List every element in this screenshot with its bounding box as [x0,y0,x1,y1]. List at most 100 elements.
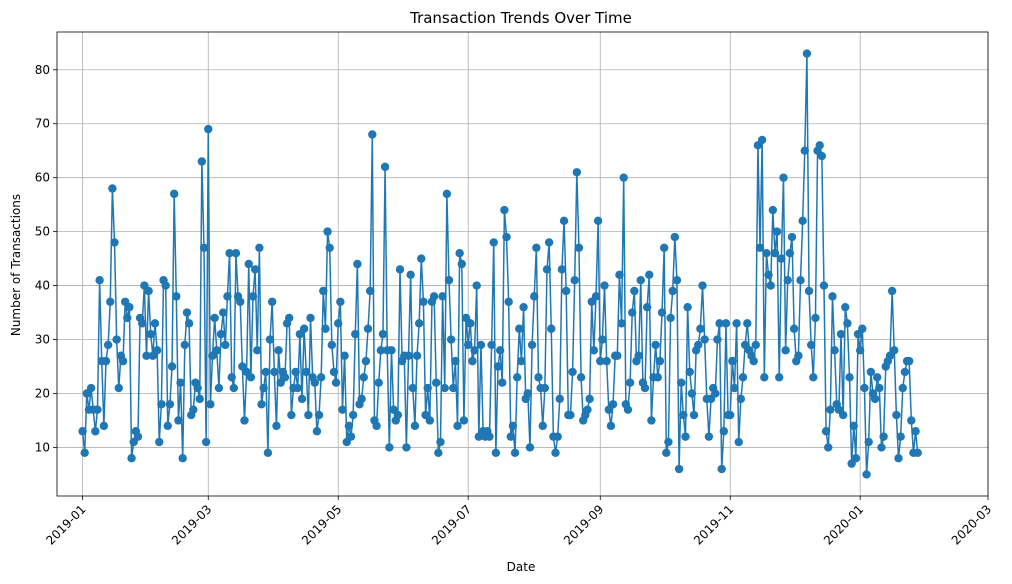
data-point [344,421,354,431]
data-point [146,329,155,339]
data-point [336,297,345,306]
data-point [114,383,123,393]
data-point [498,378,507,387]
data-point [210,313,219,323]
data-point [438,292,447,301]
data-point [826,405,835,414]
data-point [376,346,386,355]
data-point [781,346,790,355]
data-point [466,319,475,328]
data-point [432,378,441,387]
data-point [768,205,778,215]
data-point [78,427,87,436]
data-point [870,394,880,404]
data-point [197,157,207,166]
data-point [316,373,326,382]
x-tick-label: 2019-09 [561,502,606,547]
data-point [738,373,748,382]
data-point [440,383,449,393]
data-point [229,383,239,393]
data-point [406,270,415,279]
data-point [547,324,556,333]
data-point [651,340,660,350]
data-point [199,243,209,253]
y-tick-label: 40 [35,279,50,293]
data-point [212,346,221,355]
data-point [374,378,383,387]
data-point [429,292,439,301]
y-tick-label: 70 [35,117,50,131]
data-point [387,346,396,355]
data-point [672,275,682,285]
data-point [240,416,249,425]
data-point [798,216,807,226]
data-point [470,346,479,355]
data-point [755,243,765,253]
x-tick-label: 2020-01 [821,502,866,547]
x-tick-label: 2019-07 [429,502,474,547]
data-point [841,302,850,312]
data-point [824,443,833,452]
data-point [285,313,294,323]
data-point [144,286,153,296]
data-point [907,416,916,425]
data-point [821,427,831,436]
data-point [182,308,192,317]
x-tick-label: 2019-01 [43,502,88,547]
data-point [508,421,518,431]
data-point [711,389,720,398]
data-point [772,227,782,236]
data-point [843,319,852,328]
data-point [585,394,594,404]
data-point [189,405,198,414]
data-point [890,346,899,355]
data-point [583,405,592,414]
data-point [809,373,818,382]
data-point [559,216,569,226]
data-point [534,373,543,382]
data-point [155,437,164,447]
data-point [787,232,797,242]
data-point [338,405,347,414]
data-point [472,281,481,290]
data-point [287,410,296,420]
data-point [108,184,117,193]
data-point [757,135,767,145]
data-point [862,470,871,479]
data-point [327,340,337,350]
data-point [512,373,522,382]
data-point [221,340,230,350]
data-point [348,410,358,420]
data-point [855,346,865,355]
data-point [331,378,341,387]
data-point [231,249,241,258]
data-point [444,275,454,285]
data-point [255,243,264,253]
data-point [615,270,624,279]
data-point [557,265,567,274]
data-point [293,383,302,393]
data-point [760,373,769,382]
data-point [685,367,694,377]
data-point [161,281,170,290]
data-point [86,383,96,393]
data-point [717,464,726,474]
data-point [574,243,584,253]
data-point [265,335,275,344]
y-tick-label: 30 [35,333,50,347]
data-point [459,416,469,425]
data-point [423,383,432,393]
data-point [687,389,697,398]
data-point [157,400,166,409]
x-tick-label: 2020-03 [949,502,994,547]
data-point [99,421,109,431]
axes: 10 20 30 40 50 60 70 80 2019-01 2019-03 2019-05 201… [35,31,994,548]
data-point [500,205,509,215]
data-point [713,335,722,344]
data-point [225,249,234,258]
data-point [103,340,113,350]
data-point [257,400,266,409]
series-line [81,53,919,475]
data-point [299,324,309,333]
